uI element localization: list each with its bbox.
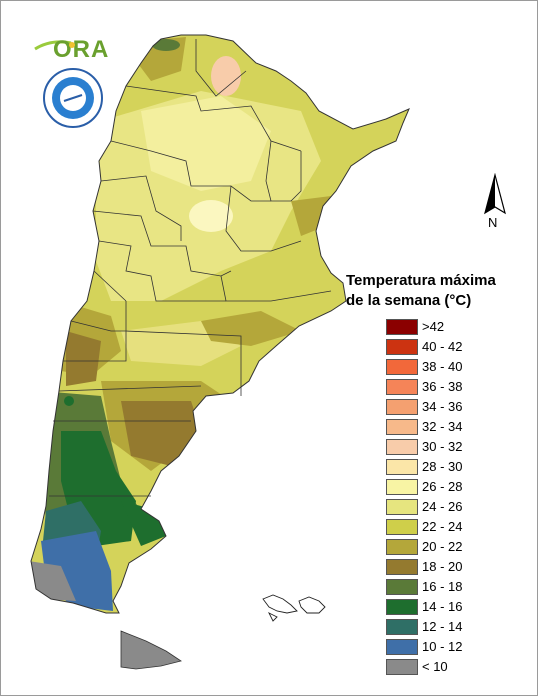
legend-swatch bbox=[386, 499, 418, 515]
legend-swatch bbox=[386, 519, 418, 535]
legend-swatch bbox=[386, 479, 418, 495]
legend-item: 40 - 42 bbox=[386, 339, 526, 355]
legend-swatch bbox=[386, 659, 418, 675]
province-borders bbox=[49, 39, 332, 497]
legend-swatch bbox=[386, 459, 418, 475]
legend-swatch bbox=[386, 559, 418, 575]
legend-item: 34 - 36 bbox=[386, 399, 526, 415]
legend-swatch bbox=[386, 539, 418, 555]
ora-logo: ORA bbox=[31, 31, 111, 63]
legend-label: 30 - 32 bbox=[422, 439, 463, 454]
legend-label: 12 - 14 bbox=[422, 619, 463, 634]
legend-title-line1: Temperatura máxima bbox=[346, 272, 496, 289]
legend-item: 12 - 14 bbox=[386, 619, 526, 635]
legend-swatch bbox=[386, 639, 418, 655]
legend-label: 14 - 16 bbox=[422, 599, 463, 614]
legend-swatch bbox=[386, 359, 418, 375]
legend-item: 10 - 12 bbox=[386, 639, 526, 655]
legend-label: 40 - 42 bbox=[422, 339, 463, 354]
legend-item: 38 - 40 bbox=[386, 359, 526, 375]
legend-swatch bbox=[386, 439, 418, 455]
legend-item: 18 - 20 bbox=[386, 559, 526, 575]
legend-swatch bbox=[386, 379, 418, 395]
legend-title: Temperatura máxima de la semana (°C) bbox=[346, 271, 526, 311]
legend-item: 30 - 32 bbox=[386, 439, 526, 455]
north-arrow-icon bbox=[479, 172, 511, 233]
legend-label: 10 - 12 bbox=[422, 639, 463, 654]
legend-label: 38 - 40 bbox=[422, 359, 463, 374]
legend-item: 32 - 34 bbox=[386, 419, 526, 435]
legend-label: 24 - 26 bbox=[422, 499, 463, 514]
legend-item: 14 - 16 bbox=[386, 599, 526, 615]
legend-label: 26 - 28 bbox=[422, 479, 463, 494]
smn-seal-logo bbox=[42, 67, 104, 129]
legend-label: 16 - 18 bbox=[422, 579, 463, 594]
legend-item: 22 - 24 bbox=[386, 519, 526, 535]
svg-text:ORA: ORA bbox=[53, 36, 109, 63]
legend-label: 18 - 20 bbox=[422, 559, 463, 574]
legend-swatch bbox=[386, 599, 418, 615]
legend-item: < 10 bbox=[386, 659, 526, 675]
legend-label: < 10 bbox=[422, 659, 448, 674]
legend-swatch bbox=[386, 579, 418, 595]
legend-swatch bbox=[386, 339, 418, 355]
legend-label: 28 - 30 bbox=[422, 459, 463, 474]
legend-label: 34 - 36 bbox=[422, 399, 463, 414]
legend-swatch bbox=[386, 319, 418, 335]
argentina-outline bbox=[30, 34, 410, 614]
legend-item: 24 - 26 bbox=[386, 499, 526, 515]
legend-swatch bbox=[386, 619, 418, 635]
legend-item: 20 - 22 bbox=[386, 539, 526, 555]
legend-item: >42 bbox=[386, 319, 526, 335]
legend-item: 28 - 30 bbox=[386, 459, 526, 475]
legend-label: 20 - 22 bbox=[422, 539, 463, 554]
tierra-del-fuego bbox=[120, 630, 182, 670]
north-arrow-label: N bbox=[488, 215, 498, 230]
legend-label: 32 - 34 bbox=[422, 419, 463, 434]
legend-label: 22 - 24 bbox=[422, 519, 463, 534]
legend-item: 16 - 18 bbox=[386, 579, 526, 595]
legend-item: 26 - 28 bbox=[386, 479, 526, 495]
legend-label: >42 bbox=[422, 319, 445, 334]
legend-swatch bbox=[386, 399, 418, 415]
malvinas-islands bbox=[262, 594, 326, 622]
legend-label: 36 - 38 bbox=[422, 379, 463, 394]
legend-title-line2: de la semana (°C) bbox=[346, 292, 472, 309]
legend-swatch bbox=[386, 419, 418, 435]
legend-item: 36 - 38 bbox=[386, 379, 526, 395]
